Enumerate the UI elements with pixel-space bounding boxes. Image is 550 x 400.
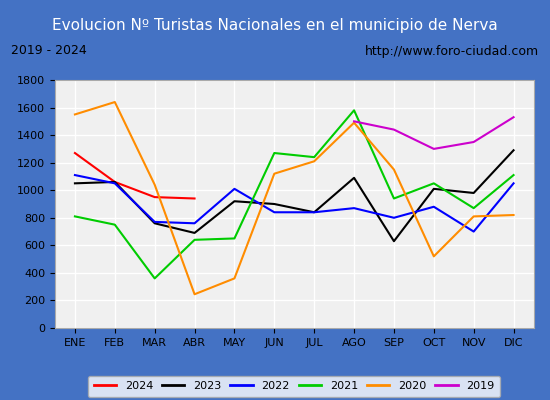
- Text: Evolucion Nº Turistas Nacionales en el municipio de Nerva: Evolucion Nº Turistas Nacionales en el m…: [52, 18, 498, 33]
- Text: http://www.foro-ciudad.com: http://www.foro-ciudad.com: [365, 44, 539, 58]
- Text: 2019 - 2024: 2019 - 2024: [11, 44, 87, 58]
- Legend: 2024, 2023, 2022, 2021, 2020, 2019: 2024, 2023, 2022, 2021, 2020, 2019: [88, 376, 500, 397]
